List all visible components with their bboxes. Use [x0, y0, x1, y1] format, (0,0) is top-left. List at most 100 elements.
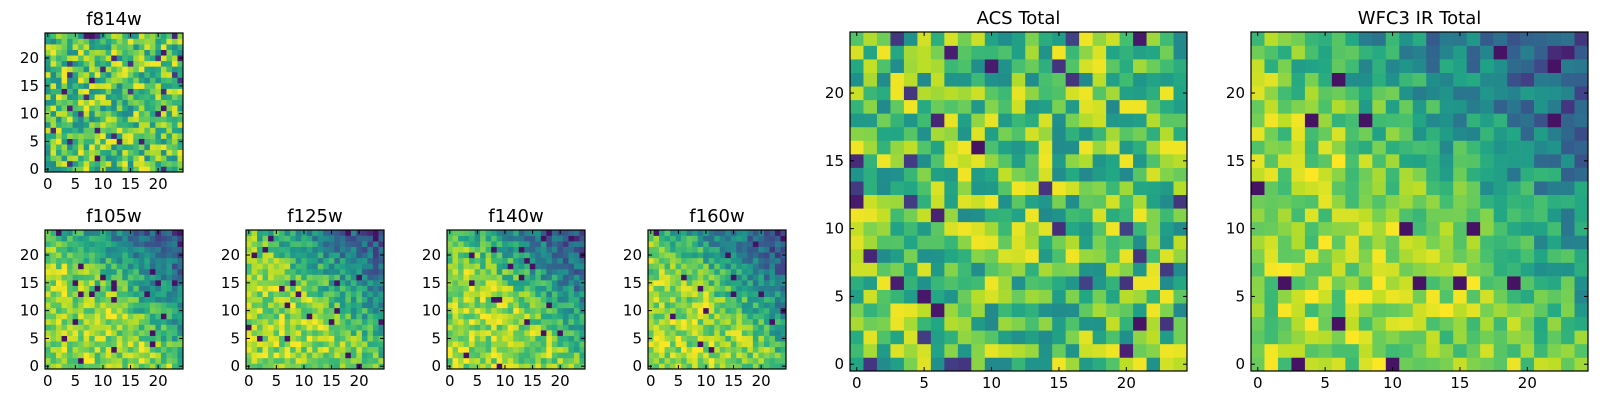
- heatmap-cell: [312, 246, 319, 253]
- heatmap-cell: [133, 60, 140, 67]
- heatmap-cell: [648, 263, 654, 270]
- heatmap-cell: [1160, 316, 1174, 331]
- heatmap-cell: [1133, 167, 1147, 182]
- heatmap-cell: [692, 341, 698, 348]
- heatmap-cell: [372, 341, 379, 348]
- heatmap-cell: [957, 289, 972, 304]
- heatmap-cell: [496, 296, 503, 303]
- heatmap-cell: [1412, 276, 1427, 290]
- heatmap-cell: [686, 263, 693, 270]
- heatmap-cell: [105, 230, 112, 236]
- heatmap-cell: [45, 116, 51, 123]
- heatmap-cell: [697, 252, 704, 259]
- heatmap-cell: [447, 241, 453, 247]
- heatmap-cell: [67, 60, 73, 67]
- heatmap-cell: [447, 274, 453, 281]
- heatmap-cell: [290, 313, 296, 320]
- heatmap-cell: [1358, 330, 1373, 345]
- heatmap-cell: [1133, 248, 1147, 263]
- heatmap-cell: [1399, 154, 1414, 168]
- heatmap-cell: [72, 352, 79, 359]
- heatmap-cell: [1251, 343, 1265, 358]
- heatmap-cell: [1106, 32, 1120, 46]
- heatmap-cell: [177, 285, 184, 292]
- heatmap-cell: [1025, 32, 1040, 46]
- heatmap-cell: [670, 307, 676, 314]
- heatmap-cell: [122, 99, 129, 106]
- axes-frame: [1250, 31, 1589, 372]
- heatmap-cell: [758, 307, 765, 314]
- heatmap-cell: [653, 230, 660, 236]
- heatmap-cell: [752, 302, 759, 309]
- heatmap-cell: [257, 363, 263, 370]
- heatmap-cell: [105, 116, 112, 123]
- heatmap-cell: [1106, 289, 1120, 304]
- heatmap-cell: [903, 194, 918, 209]
- heatmap-cell: [111, 127, 118, 134]
- heatmap-cell: [67, 241, 73, 247]
- heatmap-cell: [367, 280, 374, 286]
- heatmap-cell: [50, 166, 57, 173]
- heatmap-cell: [149, 105, 156, 112]
- heatmap-cell: [513, 357, 520, 364]
- heatmap-cell: [328, 335, 335, 342]
- heatmap-cell: [507, 291, 514, 298]
- heatmap-cell: [568, 263, 575, 270]
- heatmap-cell: [562, 346, 569, 353]
- heatmap-cell: [670, 296, 676, 303]
- heatmap-cell: [1291, 45, 1306, 60]
- heatmap-cell: [1534, 154, 1548, 168]
- heatmap-cell: [268, 285, 274, 292]
- heatmap-cell: [780, 285, 787, 292]
- heatmap-cell: [529, 324, 536, 331]
- heatmap-cell: [50, 144, 57, 151]
- heatmap-cell: [155, 55, 162, 62]
- heatmap-cell: [917, 72, 932, 87]
- heatmap-cell: [1493, 32, 1508, 46]
- heatmap-cell: [105, 318, 112, 325]
- heatmap-cell: [708, 296, 715, 303]
- heatmap-cell: [697, 285, 704, 292]
- heatmap-cell: [1439, 167, 1454, 182]
- heatmap-cell: [72, 110, 79, 117]
- heatmap-cell: [50, 268, 57, 275]
- heatmap-cell: [317, 230, 324, 236]
- heatmap-cell: [144, 71, 151, 78]
- heatmap-cell: [1466, 303, 1481, 318]
- heatmap-cell: [1547, 167, 1562, 182]
- heatmap-cell: [317, 352, 324, 359]
- heatmap-cell: [1520, 154, 1535, 168]
- heatmap-cell: [1133, 330, 1147, 345]
- heatmap-cell: [463, 230, 470, 236]
- heatmap-cell: [535, 341, 542, 348]
- heatmap-cell: [284, 335, 291, 342]
- heatmap-cell: [149, 127, 156, 134]
- heatmap-cell: [725, 330, 732, 336]
- heatmap-cell: [708, 313, 715, 320]
- heatmap-cell: [83, 127, 90, 134]
- heatmap-cell: [312, 313, 319, 320]
- heatmap-cell: [78, 280, 84, 286]
- heatmap-cell: [138, 268, 145, 275]
- heatmap-cell: [317, 268, 324, 275]
- heatmap-cell: [1065, 194, 1080, 209]
- heatmap-cell: [361, 263, 368, 270]
- heatmap-cell: [273, 274, 280, 281]
- heatmap-cell: [458, 235, 464, 242]
- heatmap-cell: [339, 252, 346, 259]
- heatmap-cell: [917, 303, 932, 318]
- heatmap-cell: [491, 274, 497, 281]
- heatmap-cell: [1119, 181, 1134, 196]
- heatmap-cell: [122, 60, 129, 67]
- heatmap-cell: [290, 330, 296, 336]
- heatmap-cell: [1133, 154, 1147, 168]
- heatmap-cell: [518, 235, 525, 242]
- heatmap-cell: [1331, 221, 1346, 236]
- heatmap-cell: [681, 324, 687, 331]
- heatmap-cell: [653, 285, 660, 292]
- heatmap-cell: [1480, 181, 1494, 196]
- heatmap-cell: [518, 252, 525, 259]
- heatmap-cell: [568, 318, 575, 325]
- heatmap-cell: [1412, 59, 1427, 73]
- heatmap-cell: [917, 99, 932, 114]
